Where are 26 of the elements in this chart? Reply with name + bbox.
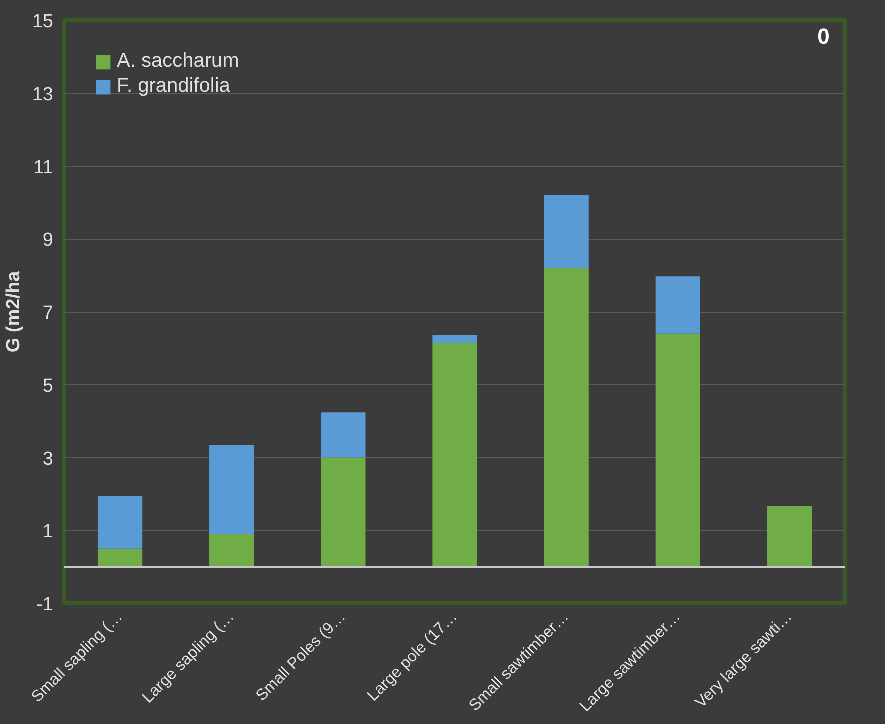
bar [544,195,589,268]
y-tick-label: 5 [42,376,54,397]
bar [98,496,143,549]
y-tick-label: 13 [32,84,54,106]
bar [98,548,143,568]
bar [210,534,254,568]
y-tick-label: 9 [42,230,54,252]
y-tick-label: 11 [34,157,54,178]
y-tick-label: 15 [32,12,54,32]
annotation: 0 [818,24,830,49]
bar [767,506,812,568]
bar [321,412,366,458]
bar [432,334,478,343]
bar [432,342,478,568]
bar [321,458,366,568]
bar [656,334,700,568]
y-tick-label: 7 [42,303,54,324]
bar [656,276,700,334]
bar [544,268,589,568]
bar [210,444,254,534]
legend-label: F. grandifolia [117,75,230,98]
y-tick-label: 1 [42,522,54,543]
y-axis-title: G (m2/ha [3,270,24,353]
legend-label: A. saccharum [117,50,240,73]
y-tick-label: -1 [36,594,54,616]
y-tick-label: 3 [42,448,54,470]
